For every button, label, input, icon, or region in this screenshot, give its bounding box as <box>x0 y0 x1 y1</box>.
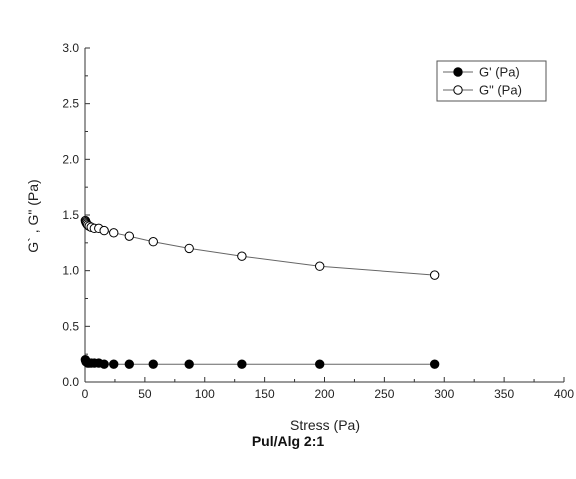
gpp-point <box>124 231 135 241</box>
gp-point <box>429 359 440 369</box>
y-tick-label: 0.0 <box>62 375 79 389</box>
x-tick-label: 50 <box>138 387 152 401</box>
legend: G' (Pa) G" (Pa) <box>436 60 547 102</box>
x-tick-label: 400 <box>554 387 574 401</box>
gpp-point <box>148 237 158 247</box>
figure-caption: Pul/Alg 2:1 <box>251 433 325 449</box>
series-line-0 <box>84 359 435 365</box>
gp-point <box>184 359 194 369</box>
gp-point <box>148 359 158 369</box>
gp-point <box>237 359 247 369</box>
x-tick-label: 200 <box>314 387 334 401</box>
gpp-point <box>109 228 119 238</box>
gp-point <box>99 359 109 369</box>
legend-marker <box>453 67 463 77</box>
x-tick-label: 0 <box>82 387 89 401</box>
gpp-point <box>237 251 247 261</box>
gp-point <box>124 359 135 369</box>
x-tick-label: 150 <box>255 387 275 401</box>
legend-box <box>436 60 547 102</box>
series-line-1 <box>84 220 435 276</box>
series-points <box>80 215 440 369</box>
x-tick-label: 100 <box>195 387 215 401</box>
gpp-point <box>429 270 440 280</box>
y-tick-label: 2.5 <box>62 97 79 111</box>
legend-label: G' (Pa) <box>479 65 520 80</box>
x-axis-label: Stress (Pa) <box>290 417 360 433</box>
gp-point <box>315 359 325 369</box>
y-tick-label: 0.5 <box>62 319 79 333</box>
gpp-point <box>315 261 325 271</box>
y-tick-label: 1.0 <box>62 264 79 278</box>
x-tick-label: 300 <box>434 387 454 401</box>
y-axis-label: G` , G" (Pa) <box>25 179 41 252</box>
gpp-point <box>99 225 109 236</box>
gpp-point <box>184 243 194 254</box>
y-tick-label: 1.5 <box>62 208 79 222</box>
y-tick-label: 2.0 <box>62 152 79 166</box>
gp-point <box>109 359 119 369</box>
x-tick-label: 350 <box>494 387 514 401</box>
legend-label: G" (Pa) <box>479 83 522 98</box>
axes: 0 50 100 150 200 250 300 350 400 0.0 0.5 1.0 1.5 2.0 2… <box>62 41 574 401</box>
series-lines <box>84 220 435 365</box>
legend-marker <box>453 85 463 95</box>
x-tick-label: 250 <box>374 387 394 401</box>
y-tick-label: 3.0 <box>62 41 79 55</box>
